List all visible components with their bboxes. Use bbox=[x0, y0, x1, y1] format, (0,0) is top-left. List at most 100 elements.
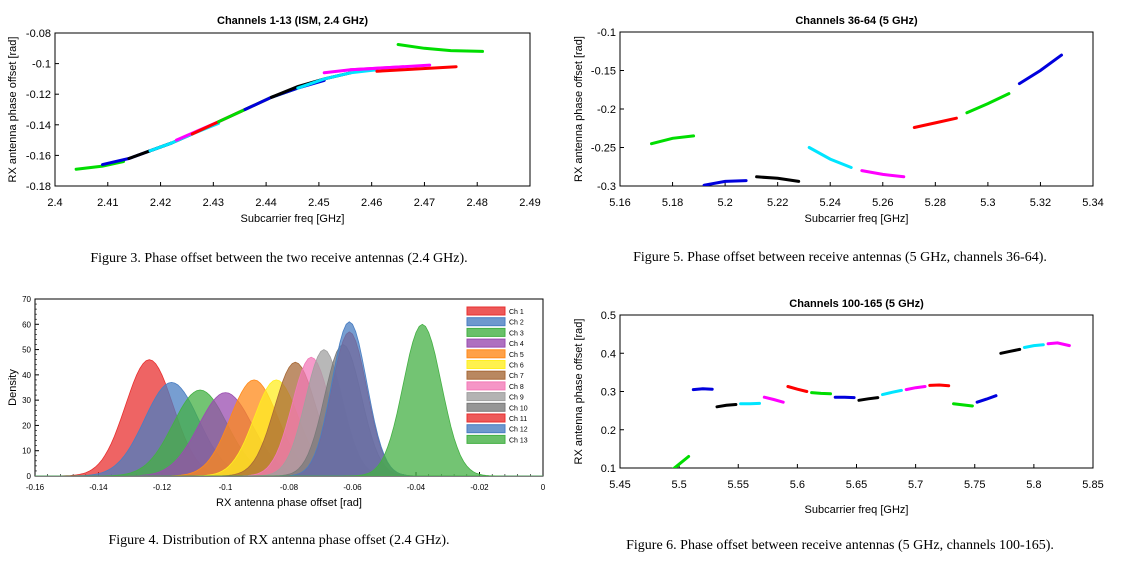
caption-fig3: Figure 3. Phase offset between the two r… bbox=[90, 251, 467, 266]
series-line-10 bbox=[296, 68, 379, 90]
legend-swatch-2 bbox=[466, 317, 506, 327]
x-tick-label: 5.65 bbox=[846, 479, 867, 491]
y-tick-label: 20 bbox=[22, 421, 31, 430]
legend-label-4: Ch 4 bbox=[509, 341, 524, 348]
legend-swatch-13 bbox=[466, 434, 506, 444]
x-tick-label: -0.06 bbox=[343, 483, 362, 492]
y-tick-label: -0.15 bbox=[591, 66, 616, 78]
x-tick-label: 2.46 bbox=[361, 197, 382, 209]
x-tick-label: -0.04 bbox=[407, 483, 426, 492]
legend-label-6: Ch 6 bbox=[509, 363, 524, 370]
series-line-5 bbox=[762, 395, 785, 404]
x-axis-label: RX antenna phase offset [rad] bbox=[216, 497, 362, 509]
x-tick-label: 5.45 bbox=[609, 479, 630, 491]
y-tick-label: 50 bbox=[22, 346, 31, 355]
y-tick-label: 0 bbox=[27, 472, 32, 481]
density-area-13 bbox=[35, 323, 543, 476]
x-tick-label: 5.26 bbox=[872, 197, 893, 209]
legend-label-1: Ch 1 bbox=[509, 309, 524, 316]
plot-frame bbox=[54, 32, 531, 187]
series-line-8 bbox=[243, 78, 326, 111]
density-area-9 bbox=[35, 349, 543, 476]
legend-swatch-11 bbox=[466, 413, 506, 423]
series-line-9 bbox=[857, 396, 880, 402]
legend-swatch-8 bbox=[466, 381, 506, 391]
series-line-13 bbox=[952, 402, 974, 408]
y-tick-label: -0.3 bbox=[597, 181, 616, 193]
x-tick-label: 2.43 bbox=[203, 197, 224, 209]
series-line-6 bbox=[786, 385, 809, 393]
density-area-10 bbox=[35, 344, 543, 476]
x-tick-label: 5.34 bbox=[1082, 197, 1103, 209]
series-line-13 bbox=[375, 65, 458, 73]
legend-swatch-4 bbox=[466, 338, 506, 348]
x-tick-label: 2.42 bbox=[150, 197, 171, 209]
x-tick-label: 5.24 bbox=[820, 197, 841, 209]
x-tick-label: 5.3 bbox=[980, 197, 995, 209]
caption-fig4: Figure 4. Distribution of RX antenna pha… bbox=[108, 533, 449, 548]
y-axis-label: RX antenna phase offset [rad] bbox=[7, 37, 19, 183]
legend-label-7: Ch 7 bbox=[509, 373, 524, 380]
x-tick-label: 2.44 bbox=[255, 197, 276, 209]
series-line-7 bbox=[810, 391, 832, 396]
legend-label-2: Ch 2 bbox=[509, 320, 524, 327]
legend-swatch-6 bbox=[466, 360, 506, 369]
y-tick-label: 0.1 bbox=[601, 463, 616, 475]
series-line-11 bbox=[904, 385, 927, 392]
legend-label-10: Ch 10 bbox=[509, 405, 528, 412]
x-tick-label: -0.08 bbox=[280, 483, 299, 492]
legend-label-11: Ch 11 bbox=[509, 416, 527, 423]
legend: Ch 1 Ch 2 Ch 3 Ch 4 Ch 5 Ch 6 Ch 7 Ch 8 Ch 9 Ch 1… bbox=[466, 306, 528, 444]
x-axis-label: Subcarrier freq [GHz] bbox=[805, 213, 909, 225]
y-tick-label: 10 bbox=[22, 447, 31, 456]
x-tick-label: 5.5 bbox=[671, 479, 686, 491]
series-line-12 bbox=[928, 383, 951, 388]
series-line-10 bbox=[881, 388, 903, 397]
series-line-14 bbox=[396, 43, 484, 53]
legend-label-8: Ch 8 bbox=[509, 384, 524, 391]
series-line-7 bbox=[965, 92, 1011, 115]
y-tick-label: 40 bbox=[22, 371, 31, 380]
x-tick-label: 5.16 bbox=[609, 197, 630, 209]
x-tick-label: 5.8 bbox=[1026, 479, 1041, 491]
caption-fig6: Figure 6. Phase offset between receive a… bbox=[626, 538, 1054, 553]
density-area-12 bbox=[35, 321, 543, 476]
chart-fig5: Channels 36-64 (5 GHz) 5.16 5.18 5.2 5.22 5.2… bbox=[573, 15, 1104, 225]
y-axis-label: RX antenna phase offset [rad] bbox=[573, 319, 585, 465]
y-tick-label: 0.2 bbox=[601, 425, 616, 437]
series-line-17 bbox=[1046, 341, 1071, 348]
series-line-15 bbox=[999, 347, 1022, 355]
y-tick-label: 70 bbox=[22, 295, 31, 304]
plot-frame bbox=[619, 31, 1094, 187]
legend-swatch-1 bbox=[466, 306, 506, 316]
x-tick-label: 5.22 bbox=[767, 197, 788, 209]
series-line-1 bbox=[74, 160, 126, 171]
x-axis-label: Subcarrier freq [GHz] bbox=[241, 213, 345, 225]
legend-swatch-12 bbox=[466, 424, 506, 434]
legend-label-9: Ch 9 bbox=[509, 395, 524, 402]
y-tick-label: 60 bbox=[22, 320, 31, 329]
chart-fig6: Channels 100-165 (5 GHz) 5.45 5.5 5.55 5.6 5.… bbox=[573, 298, 1104, 516]
x-tick-label: 5.6 bbox=[790, 479, 805, 491]
legend-swatch-9 bbox=[466, 392, 506, 402]
legend-label-3: Ch 3 bbox=[509, 330, 524, 337]
x-axis-label: Subcarrier freq [GHz] bbox=[805, 504, 909, 516]
series-line-4 bbox=[807, 146, 853, 169]
plot-frame bbox=[619, 314, 1094, 469]
series-line-16 bbox=[1022, 343, 1045, 349]
y-tick-label: 30 bbox=[22, 396, 31, 405]
y-tick-label: -0.12 bbox=[26, 89, 51, 101]
series-line-6 bbox=[912, 116, 958, 129]
x-tick-label: 5.7 bbox=[908, 479, 923, 491]
x-tick-label: -0.14 bbox=[89, 483, 108, 492]
chart-title: Channels 36-64 (5 GHz) bbox=[795, 15, 918, 27]
y-tick-label: -0.1 bbox=[597, 27, 616, 39]
y-tick-label: -0.25 bbox=[591, 143, 616, 155]
series-line-3 bbox=[715, 403, 738, 409]
x-tick-label: 2.47 bbox=[414, 197, 435, 209]
x-tick-label: 5.28 bbox=[925, 197, 946, 209]
series-line-5 bbox=[860, 169, 906, 179]
y-tick-label: -0.1 bbox=[32, 59, 51, 71]
x-tick-label: 2.48 bbox=[467, 197, 488, 209]
y-tick-label: 0.5 bbox=[601, 310, 616, 322]
